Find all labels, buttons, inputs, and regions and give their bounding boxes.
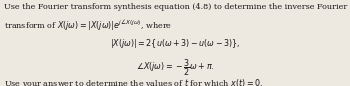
Text: Use the Fourier transform synthesis equation (4.8) to determine the inverse Four: Use the Fourier transform synthesis equa… xyxy=(4,3,348,11)
Text: transform of $X(j\omega) = |X(j\omega)|e^{j\angle X(j\omega)}$, where: transform of $X(j\omega) = |X(j\omega)|e… xyxy=(4,19,173,33)
Text: $\angle X(j\omega) = -\dfrac{3}{2}\omega + \pi.$: $\angle X(j\omega) = -\dfrac{3}{2}\omega… xyxy=(136,58,214,78)
Text: $|X(j\omega)| = 2\{u(\omega + 3) - u(\omega - 3)\},$: $|X(j\omega)| = 2\{u(\omega + 3) - u(\om… xyxy=(110,37,240,50)
Text: Use your answer to determine the values of $t$ for which $x(t) = 0$.: Use your answer to determine the values … xyxy=(4,77,264,86)
